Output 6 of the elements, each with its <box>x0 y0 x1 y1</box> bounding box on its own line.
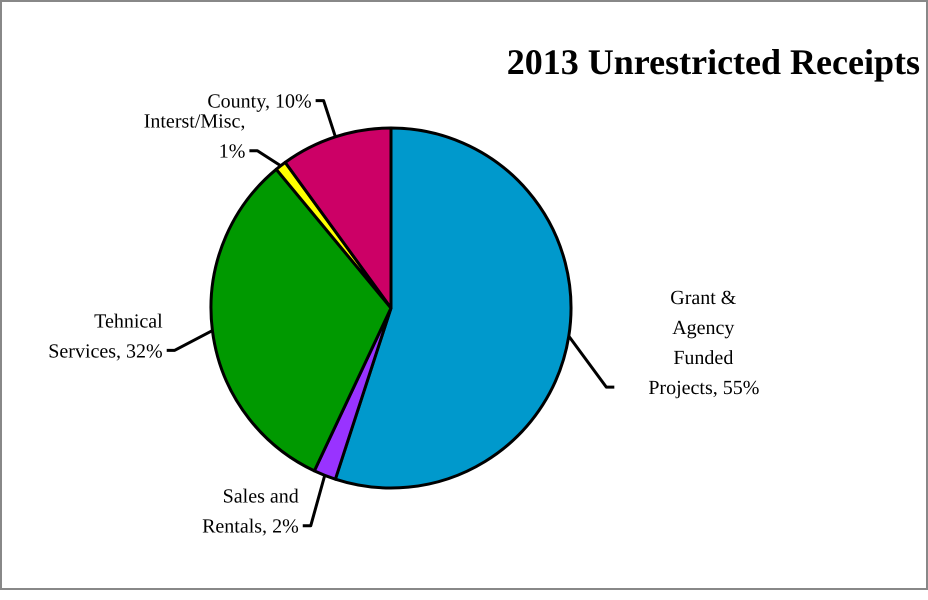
slice-label: County, 10% <box>207 90 312 113</box>
slice-label: Tehnical Services, 32% <box>48 310 164 362</box>
slice-label: Sales and Rentals, 2% <box>202 486 299 538</box>
chart-title: 2013 Unrestricted Receipts <box>506 42 920 82</box>
slice-label: Interst/Misc, 1% <box>144 110 246 163</box>
slice-label: Grant & Agency Funded Projects, 55% <box>648 287 760 400</box>
